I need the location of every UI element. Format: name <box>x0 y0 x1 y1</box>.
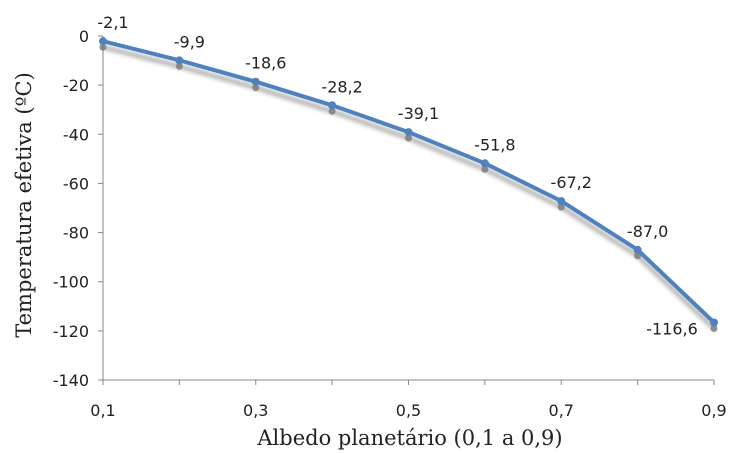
data-point <box>557 197 566 206</box>
x-tick-label: 0,7 <box>549 401 574 420</box>
point-shadow <box>99 43 107 51</box>
data-label: -116,6 <box>646 320 698 339</box>
series-shadow <box>102 45 716 330</box>
y-tick-label: -40 <box>63 125 89 144</box>
point-shadow <box>328 107 336 115</box>
y-tick-label: -120 <box>53 322 89 341</box>
data-point <box>404 128 413 137</box>
data-point <box>633 245 642 254</box>
point-shadow <box>405 134 412 142</box>
x-axis-title: Albedo planetário (0,1 a 0,9) <box>256 426 562 450</box>
data-point <box>710 318 718 327</box>
x-tick-label: 0,9 <box>701 401 726 420</box>
data-point <box>175 56 184 65</box>
y-tick-label: -60 <box>63 174 89 193</box>
axes <box>102 36 714 381</box>
y-axis-title: Temperatura efetiva (ºC) <box>12 72 36 338</box>
y-tick-label: -80 <box>63 224 89 243</box>
point-shadow <box>175 62 183 70</box>
point-shadow <box>557 203 565 211</box>
point-shadow <box>710 325 718 333</box>
y-tick-label: -100 <box>53 273 89 292</box>
x-tick-label: 0,3 <box>243 401 268 420</box>
data-labels: -2,1 -9,9 -18,6 -28,2 -39,1 -51,8 -67,2 -87,0 -1… <box>97 13 697 338</box>
data-point <box>251 77 260 86</box>
data-point <box>480 159 489 168</box>
data-label: -39,1 <box>398 104 439 123</box>
data-label: -18,6 <box>245 54 286 73</box>
data-label: -87,0 <box>627 222 668 241</box>
point-shadow <box>252 84 260 92</box>
data-label: -28,2 <box>321 77 362 96</box>
y-tick-label: -140 <box>53 371 89 390</box>
x-tick-label: 0,5 <box>396 401 421 420</box>
point-shadow <box>481 165 489 173</box>
data-point <box>328 101 337 110</box>
y-tick-label: -20 <box>63 76 89 95</box>
y-tick-label: 0 <box>79 27 89 46</box>
data-label: -9,9 <box>174 32 205 51</box>
data-label: -67,2 <box>551 173 592 192</box>
series <box>99 37 718 333</box>
data-point <box>99 37 107 46</box>
data-label: -2,1 <box>97 13 128 32</box>
x-tick-label: 0,1 <box>90 401 115 420</box>
series-line <box>102 39 716 324</box>
data-label: -51,8 <box>474 135 515 154</box>
